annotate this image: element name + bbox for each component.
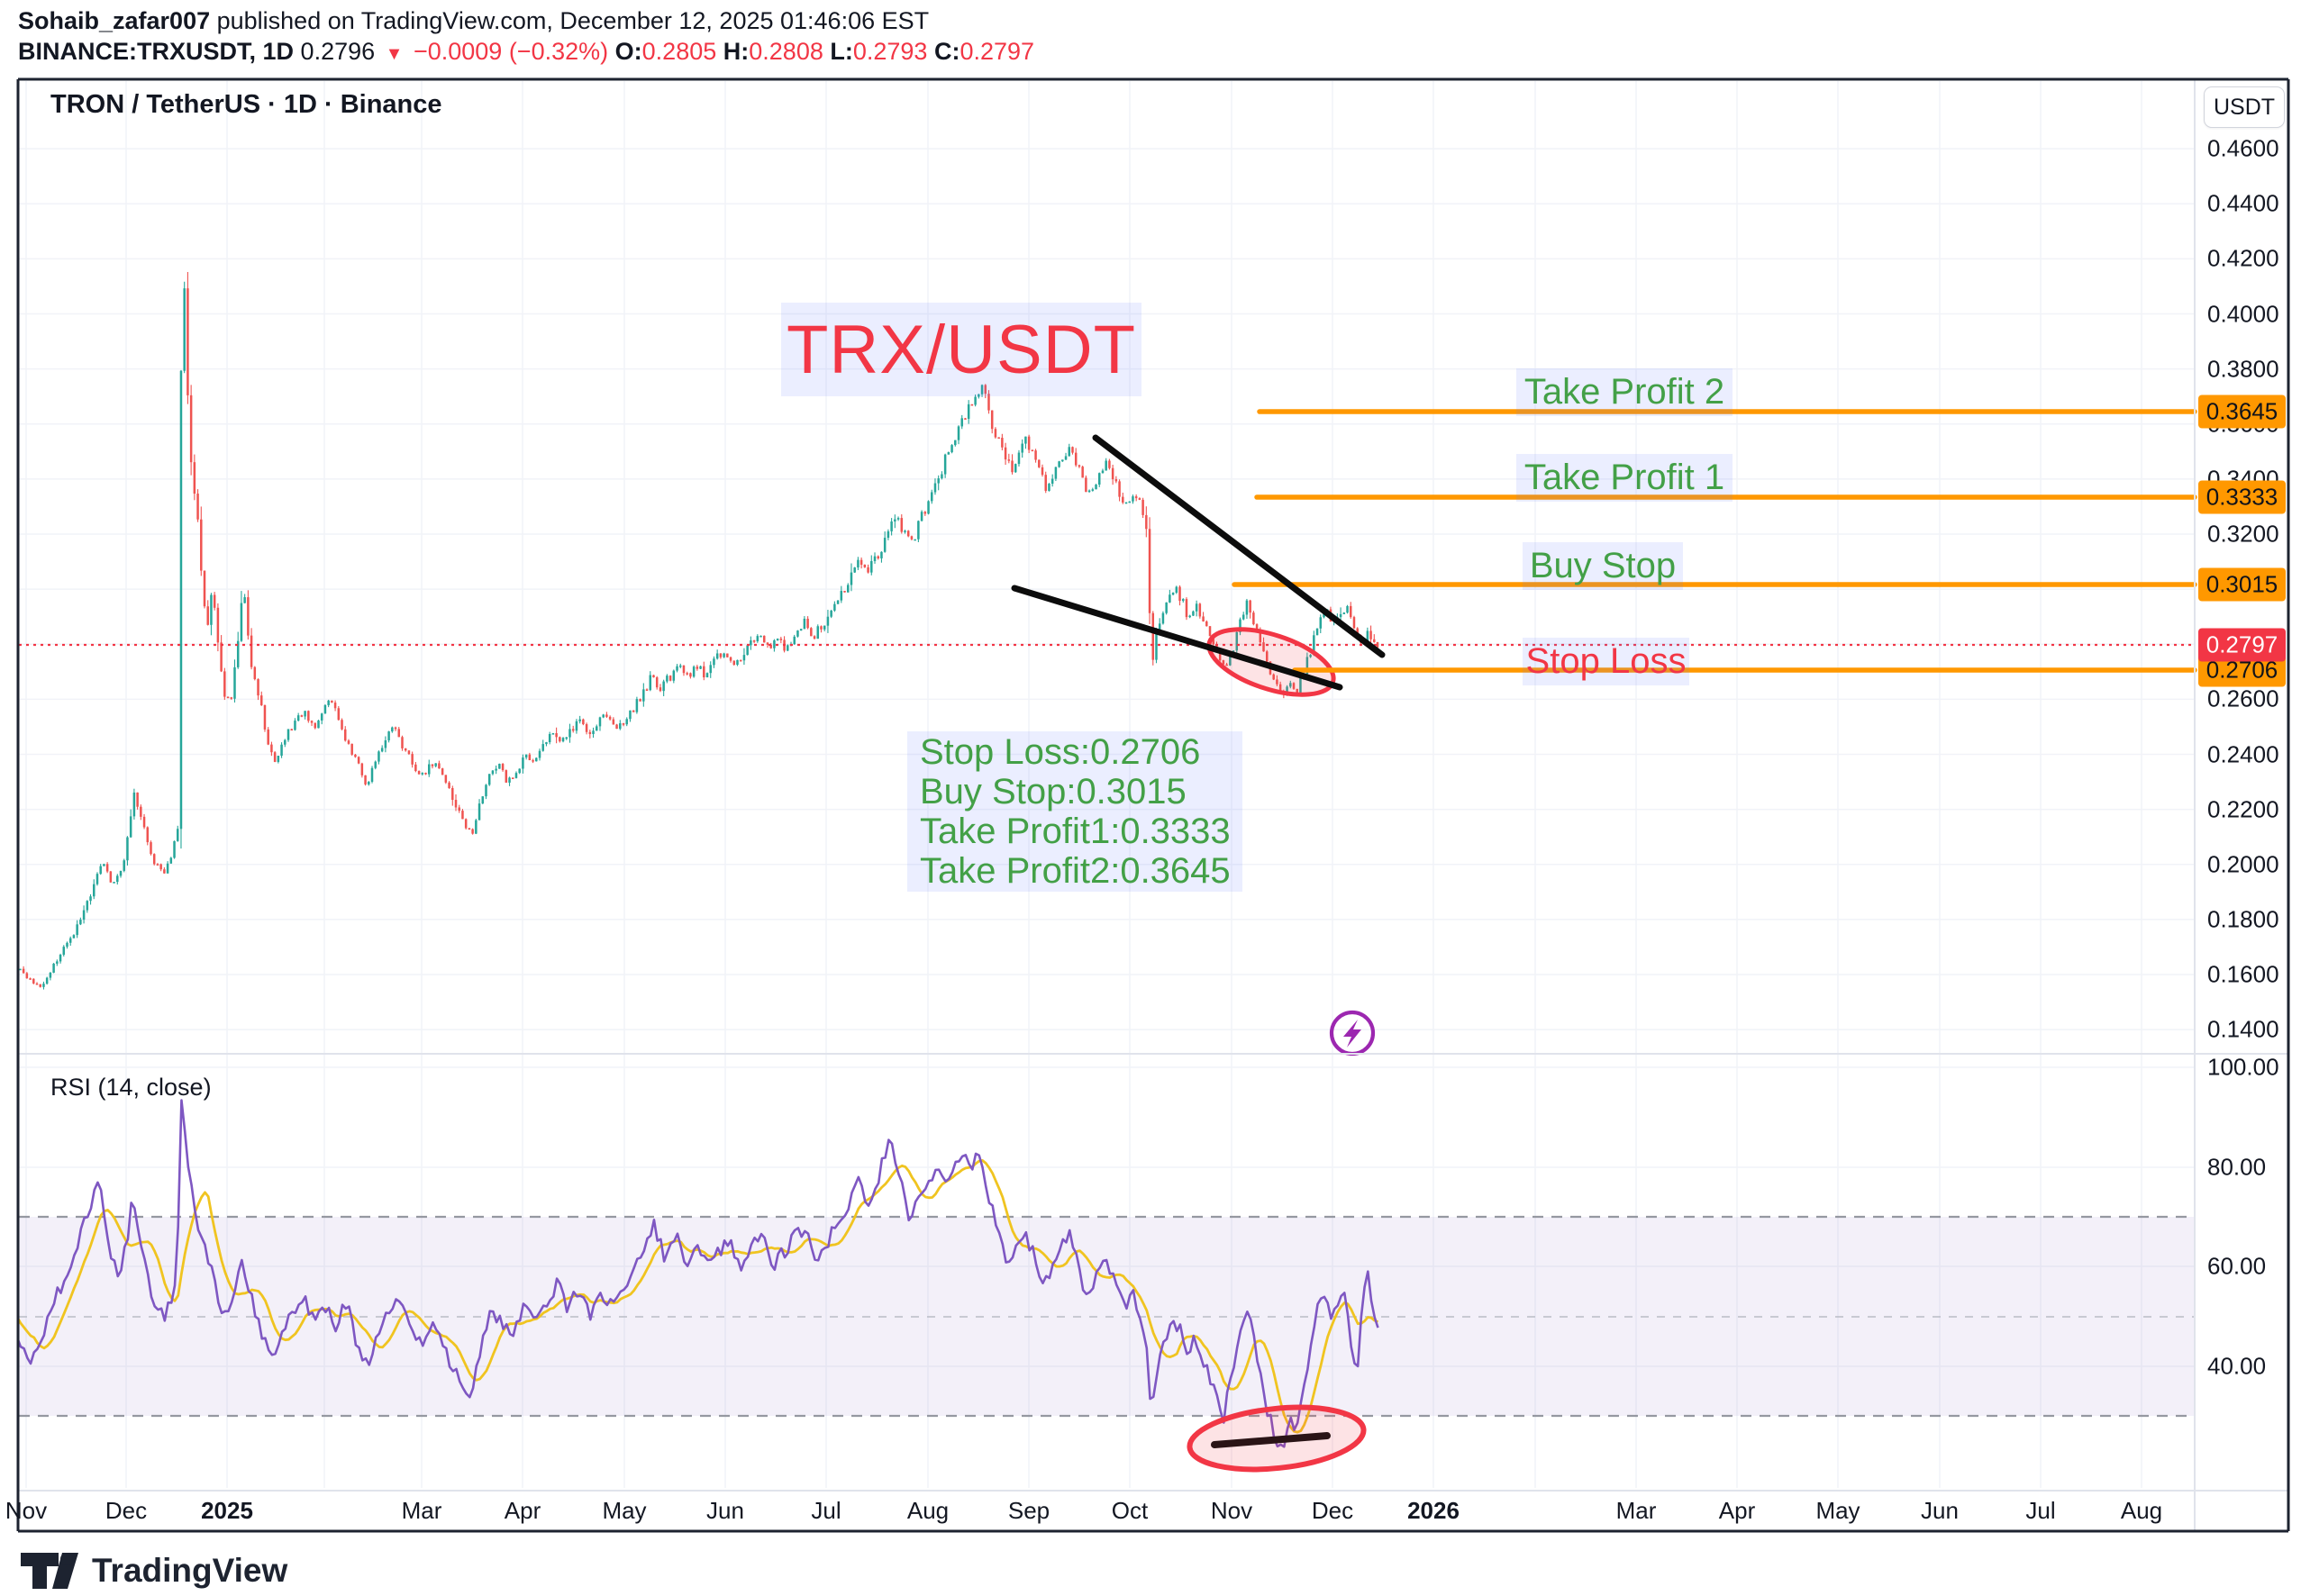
take-profit-1-label[interactable]: Take Profit 1: [1516, 454, 1733, 502]
publish-byline: Sohaib_zafar007 published on TradingView…: [18, 7, 929, 35]
tradingview-logo-icon: [21, 1553, 78, 1589]
note-line-take-profit-1: Take Profit1:0.3333: [920, 812, 1231, 851]
pair-annotation-label[interactable]: TRX/USDT: [781, 303, 1141, 396]
open-label: O:: [614, 38, 642, 65]
price-down-arrow-icon: ▼: [385, 44, 404, 64]
low-label: L:: [830, 38, 853, 65]
chart-legend-title[interactable]: TRON / TetherUS · 1D · Binance: [50, 90, 442, 119]
trendline-2[interactable]: [1011, 585, 1343, 691]
trade-plan-note[interactable]: Stop Loss:0.2706 Buy Stop:0.3015 Take Pr…: [907, 731, 1242, 892]
price-change: −0.0009 (−0.32%): [413, 38, 609, 65]
stop-loss-label[interactable]: Stop Loss: [1523, 638, 1689, 685]
high-label: H:: [723, 38, 750, 65]
rsi-indicator-title[interactable]: RSI (14, close): [50, 1074, 212, 1101]
note-line-buy-stop: Buy Stop:0.3015: [920, 772, 1187, 812]
buy-stop-label[interactable]: Buy Stop: [1523, 542, 1683, 590]
take-profit-2-label[interactable]: Take Profit 2: [1516, 368, 1733, 416]
rsi-trendline[interactable]: [1211, 1432, 1331, 1448]
rsi-series: [19, 1099, 1379, 1448]
note-line-stop-loss: Stop Loss:0.2706: [920, 732, 1201, 772]
close-value: 0.2797: [960, 38, 1035, 65]
lightning-icon[interactable]: [1329, 1010, 1376, 1056]
symbol-name[interactable]: BINANCE:TRXUSDT, 1D: [18, 38, 295, 65]
open-value: 0.2805: [641, 38, 717, 65]
high-value: 0.2808: [749, 38, 823, 65]
tradingview-logo-text: TradingView: [92, 1552, 288, 1589]
note-line-take-profit-2: Take Profit2:0.3645: [920, 851, 1231, 891]
symbol-status-line: BINANCE:TRXUSDT, 1D 0.2796 ▼ −0.0009 (−0…: [18, 38, 1034, 66]
candlestick-series: [19, 271, 1379, 990]
tradingview-branding[interactable]: TradingView: [20, 1551, 287, 1591]
grid-lines: [19, 81, 2195, 1488]
chart-frame: [16, 77, 2290, 1533]
low-value: 0.2793: [852, 38, 928, 65]
last-price: 0.2796: [300, 38, 376, 65]
axis-currency-button[interactable]: USDT: [2204, 86, 2285, 128]
trendline-1[interactable]: [1092, 434, 1386, 658]
close-label: C:: [933, 38, 960, 65]
author-name: Sohaib_zafar007: [18, 7, 211, 34]
publish-info: published on TradingView.com, December 1…: [210, 7, 930, 34]
